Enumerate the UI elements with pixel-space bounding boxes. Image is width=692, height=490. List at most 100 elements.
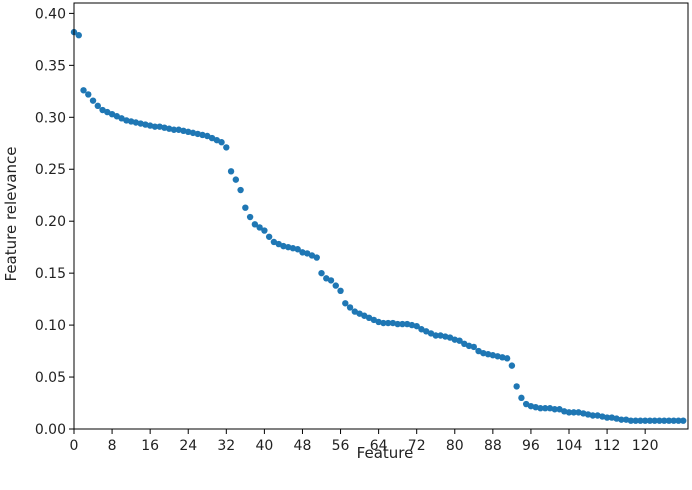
data-point bbox=[265, 233, 273, 240]
x-tick-label: 64 bbox=[370, 438, 388, 454]
y-tick-label: 0.25 bbox=[35, 162, 66, 178]
data-point bbox=[542, 405, 549, 412]
data-point bbox=[465, 342, 473, 350]
y-axis-ticks: 0.00 0.05 0.10 0.15 0.20 0.25 0.30 0.35 0.40 bbox=[35, 6, 74, 438]
x-tick-label: 72 bbox=[408, 438, 426, 454]
data-point bbox=[608, 414, 616, 421]
x-tick-label: 32 bbox=[217, 438, 235, 454]
data-point bbox=[280, 242, 287, 250]
data-point bbox=[80, 87, 87, 94]
data-point bbox=[537, 405, 544, 412]
plot-frame bbox=[73, 2, 689, 430]
x-tick-label: 120 bbox=[632, 438, 659, 454]
data-points bbox=[70, 28, 687, 424]
data-point bbox=[194, 130, 201, 138]
data-point bbox=[161, 124, 168, 131]
data-point bbox=[375, 318, 382, 326]
data-point bbox=[565, 409, 573, 416]
data-point bbox=[513, 383, 520, 390]
x-tick-label: 80 bbox=[446, 438, 464, 454]
x-tick-label: 0 bbox=[70, 438, 79, 454]
data-point bbox=[413, 322, 420, 330]
data-point bbox=[518, 394, 525, 402]
y-tick-label: 0.15 bbox=[35, 266, 66, 282]
data-point bbox=[646, 417, 654, 424]
data-point bbox=[289, 245, 297, 252]
data-point bbox=[551, 406, 558, 413]
y-tick-label: 0.30 bbox=[35, 110, 66, 126]
data-point bbox=[622, 416, 630, 423]
data-point bbox=[332, 282, 339, 289]
data-point bbox=[151, 123, 159, 130]
data-point bbox=[342, 300, 349, 307]
data-point bbox=[656, 417, 663, 424]
data-point bbox=[470, 343, 478, 351]
data-point bbox=[432, 332, 439, 339]
data-point bbox=[484, 350, 492, 358]
x-tick-label: 88 bbox=[484, 438, 502, 454]
data-point bbox=[232, 176, 240, 183]
data-point bbox=[223, 144, 230, 151]
data-point bbox=[561, 408, 568, 415]
data-point bbox=[661, 417, 668, 424]
data-point bbox=[242, 204, 249, 211]
x-axis-label: Feature bbox=[357, 444, 414, 462]
data-point bbox=[489, 352, 497, 359]
y-tick-label: 0.05 bbox=[35, 370, 66, 386]
data-point bbox=[675, 417, 682, 424]
data-point bbox=[75, 32, 82, 39]
data-point bbox=[261, 227, 268, 234]
data-point bbox=[294, 246, 301, 253]
data-point bbox=[589, 412, 597, 419]
x-tick-label: 48 bbox=[294, 438, 312, 454]
data-point bbox=[594, 412, 601, 419]
data-point bbox=[318, 269, 325, 277]
x-tick-label: 8 bbox=[108, 438, 117, 454]
data-point bbox=[641, 417, 649, 424]
data-point bbox=[170, 126, 178, 133]
x-tick-label: 104 bbox=[556, 438, 583, 454]
data-point bbox=[380, 319, 387, 327]
data-point bbox=[175, 126, 182, 133]
data-point bbox=[637, 417, 644, 424]
y-tick-label: 0.20 bbox=[35, 214, 66, 230]
data-point bbox=[127, 118, 135, 125]
data-point bbox=[94, 102, 102, 110]
data-point bbox=[313, 254, 320, 261]
data-point bbox=[346, 304, 354, 311]
data-point bbox=[299, 249, 306, 256]
data-point bbox=[618, 416, 625, 423]
data-point bbox=[456, 337, 463, 344]
data-point bbox=[680, 417, 687, 424]
data-point bbox=[546, 405, 554, 412]
data-point bbox=[570, 409, 577, 416]
data-point bbox=[632, 417, 639, 424]
data-point bbox=[165, 125, 173, 132]
data-point bbox=[403, 320, 411, 328]
data-point bbox=[85, 91, 92, 98]
y-tick-label: 0.00 bbox=[35, 422, 66, 438]
data-point bbox=[399, 320, 406, 328]
data-point bbox=[575, 409, 582, 416]
data-point bbox=[584, 411, 592, 418]
data-point bbox=[480, 349, 487, 357]
x-tick-label: 40 bbox=[255, 438, 273, 454]
data-point bbox=[189, 129, 197, 137]
data-point bbox=[123, 117, 130, 124]
data-point bbox=[670, 417, 677, 424]
y-axis-label: Feature relevance bbox=[2, 147, 20, 282]
data-point bbox=[384, 319, 392, 327]
data-point bbox=[532, 403, 539, 411]
data-point bbox=[142, 121, 149, 128]
data-point bbox=[408, 321, 416, 329]
data-point bbox=[437, 332, 444, 339]
data-point bbox=[199, 131, 206, 139]
data-point bbox=[599, 413, 606, 420]
data-point bbox=[180, 127, 187, 134]
x-tick-label: 96 bbox=[522, 438, 540, 454]
data-point bbox=[494, 353, 501, 360]
data-point bbox=[132, 119, 140, 126]
data-point bbox=[651, 417, 658, 424]
data-point bbox=[251, 221, 259, 228]
